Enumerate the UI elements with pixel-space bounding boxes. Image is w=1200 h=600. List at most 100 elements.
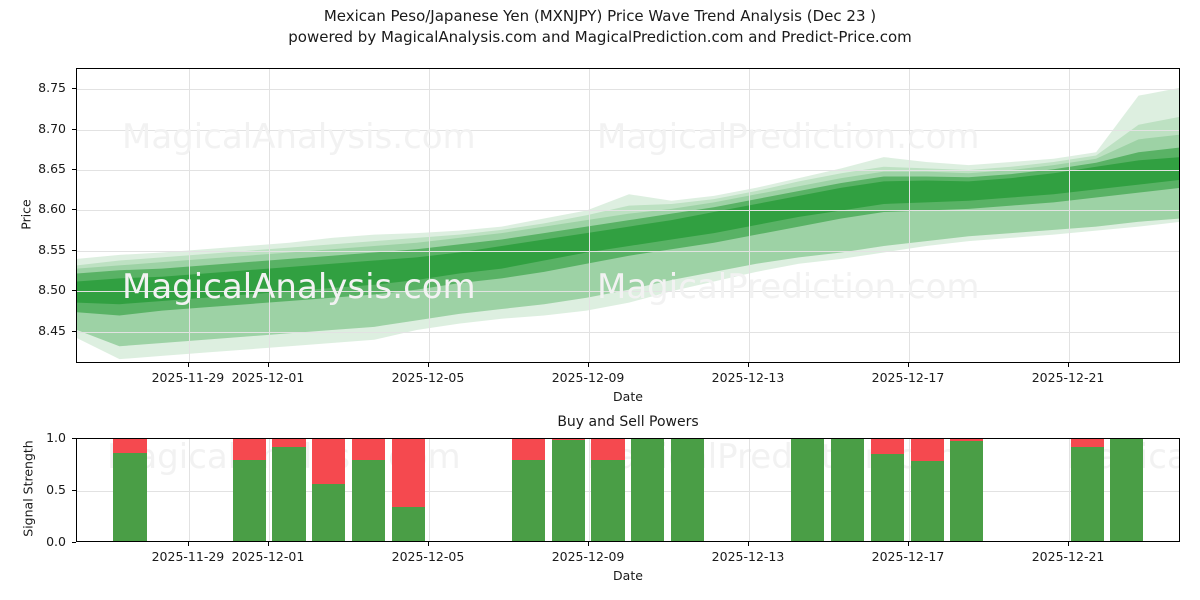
gridline-horizontal	[77, 291, 1179, 293]
y-tick-label: 8.65	[38, 161, 66, 177]
buy-power-bar	[1110, 439, 1144, 541]
bar-group	[391, 439, 425, 541]
bar-group	[950, 439, 984, 541]
x-tick-label: 2025-12-21	[1031, 549, 1105, 564]
x-tick-label: 2025-12-13	[711, 549, 785, 564]
gridline-vertical	[268, 439, 270, 541]
x-tick-label: 2025-12-05	[391, 370, 465, 385]
x-tick-mark	[588, 542, 590, 546]
bar-group	[232, 439, 266, 541]
title-line-1: Mexican Peso/Japanese Yen (MXNJPY) Price…	[323, 7, 877, 25]
buy-power-bar	[351, 459, 385, 541]
gridline-vertical	[188, 69, 190, 362]
gridline-vertical	[908, 439, 910, 541]
bar-group	[351, 439, 385, 541]
buy-power-bar	[272, 447, 306, 541]
sell-power-bar	[312, 439, 346, 484]
sell-power-bar	[351, 439, 385, 460]
y-tick-mark	[72, 438, 76, 439]
x-tick-mark	[427, 363, 429, 367]
sell-power-bar	[910, 439, 944, 461]
buy-power-bar	[791, 439, 825, 541]
y-tick-mark	[72, 249, 76, 251]
x-tick-mark	[1068, 542, 1070, 546]
y-tick-mark	[72, 330, 76, 332]
gridline-vertical	[589, 439, 591, 541]
y-tick-mark	[72, 128, 76, 130]
x-tick-label: 2025-12-05	[391, 549, 465, 564]
bar-group	[870, 439, 904, 541]
bar-group	[791, 439, 825, 541]
sell-power-bar	[113, 439, 147, 453]
sell-power-bar	[591, 439, 625, 460]
x-tick-label: 2025-12-17	[871, 549, 945, 564]
buy-sell-powers-chart: MagicalAnalysis.comMagicalPrediction.com…	[76, 438, 1180, 542]
y-tick-label: 8.75	[38, 80, 66, 96]
wave-band-inner	[77, 157, 1179, 305]
bar-group	[1070, 439, 1104, 541]
x-tick-mark	[907, 363, 909, 367]
gridline-vertical	[749, 439, 750, 541]
buy-sell-chart-x-label: Date	[613, 568, 643, 583]
bar-group	[631, 439, 665, 541]
buy-power-bar	[1070, 447, 1104, 541]
x-tick-label: 2025-12-09	[551, 549, 625, 564]
gridline-horizontal	[77, 331, 1179, 333]
bar-group	[272, 439, 306, 541]
x-tick-mark	[748, 363, 749, 367]
y-tick-label: 1.0	[46, 430, 66, 445]
sell-power-bar	[1070, 439, 1104, 448]
price-wave-chart: MagicalAnalysis.com MagicalPrediction.com…	[76, 68, 1180, 363]
y-tick-mark	[72, 209, 76, 211]
buy-power-bar	[910, 460, 944, 541]
x-tick-mark	[267, 542, 269, 546]
sell-power-bar	[870, 439, 904, 454]
x-tick-label: 2025-12-01	[231, 549, 305, 564]
gridline-vertical	[1069, 69, 1071, 362]
y-tick-mark	[72, 88, 76, 90]
gridline-vertical	[428, 69, 430, 362]
bar-group	[670, 439, 705, 541]
buy-power-bar	[113, 452, 147, 541]
gridline-horizontal	[77, 129, 1179, 131]
gridline-horizontal	[77, 210, 1179, 212]
buy-power-bar	[551, 440, 585, 541]
buy-power-bar	[232, 459, 266, 541]
bar-group	[910, 439, 944, 541]
gridline-vertical	[749, 69, 750, 362]
buy-sell-chart-y-label: Signal Strength	[20, 440, 36, 537]
x-tick-label: 2025-11-29	[151, 370, 225, 385]
buy-power-bar	[591, 459, 625, 541]
buy-power-bar	[870, 453, 904, 541]
y-tick-mark	[72, 290, 76, 292]
y-tick-label: 8.60	[38, 201, 66, 217]
y-tick-label: 0.5	[46, 482, 66, 497]
sell-power-bar	[950, 439, 984, 442]
x-tick-label: 2025-12-09	[551, 370, 625, 385]
buy-power-bar	[511, 459, 546, 541]
x-tick-mark	[267, 363, 269, 367]
gridline-vertical	[268, 69, 270, 362]
buy-power-bar	[831, 439, 865, 541]
bar-group	[312, 439, 346, 541]
price-wave-bands	[77, 87, 1179, 360]
y-tick-mark	[72, 490, 76, 491]
bar-group	[551, 439, 585, 541]
buy-sell-chart-title: Buy and Sell Powers	[557, 414, 699, 430]
y-tick-label: 8.50	[38, 282, 66, 298]
buy-power-bar	[391, 506, 425, 541]
sell-power-bar	[272, 439, 306, 448]
title-line-2: powered by MagicalAnalysis.com and Magic…	[288, 28, 912, 46]
sell-power-bar	[391, 439, 425, 507]
x-tick-mark	[907, 542, 909, 546]
y-tick-mark	[72, 542, 76, 543]
y-tick-mark	[72, 169, 76, 171]
x-tick-label: 2025-11-29	[151, 549, 225, 564]
buy-power-bar	[670, 439, 705, 541]
gridline-vertical	[908, 69, 910, 362]
gridline-vertical	[589, 69, 591, 362]
gridline-vertical	[428, 439, 430, 541]
gridline-horizontal	[77, 491, 1179, 492]
sell-power-bar	[232, 439, 266, 460]
